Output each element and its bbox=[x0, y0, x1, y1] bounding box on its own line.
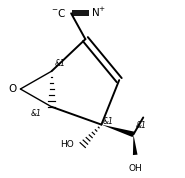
Polygon shape bbox=[101, 125, 134, 137]
Polygon shape bbox=[133, 134, 137, 155]
Text: HO: HO bbox=[60, 140, 74, 149]
Text: &1: &1 bbox=[136, 121, 147, 130]
Text: &1: &1 bbox=[31, 109, 42, 117]
Text: &1: &1 bbox=[54, 59, 65, 68]
Text: &1: &1 bbox=[102, 117, 113, 126]
Text: OH: OH bbox=[128, 164, 142, 173]
Text: O: O bbox=[9, 84, 17, 94]
Text: $^{-}$C: $^{-}$C bbox=[51, 7, 66, 19]
Text: N$^{+}$: N$^{+}$ bbox=[91, 6, 106, 19]
